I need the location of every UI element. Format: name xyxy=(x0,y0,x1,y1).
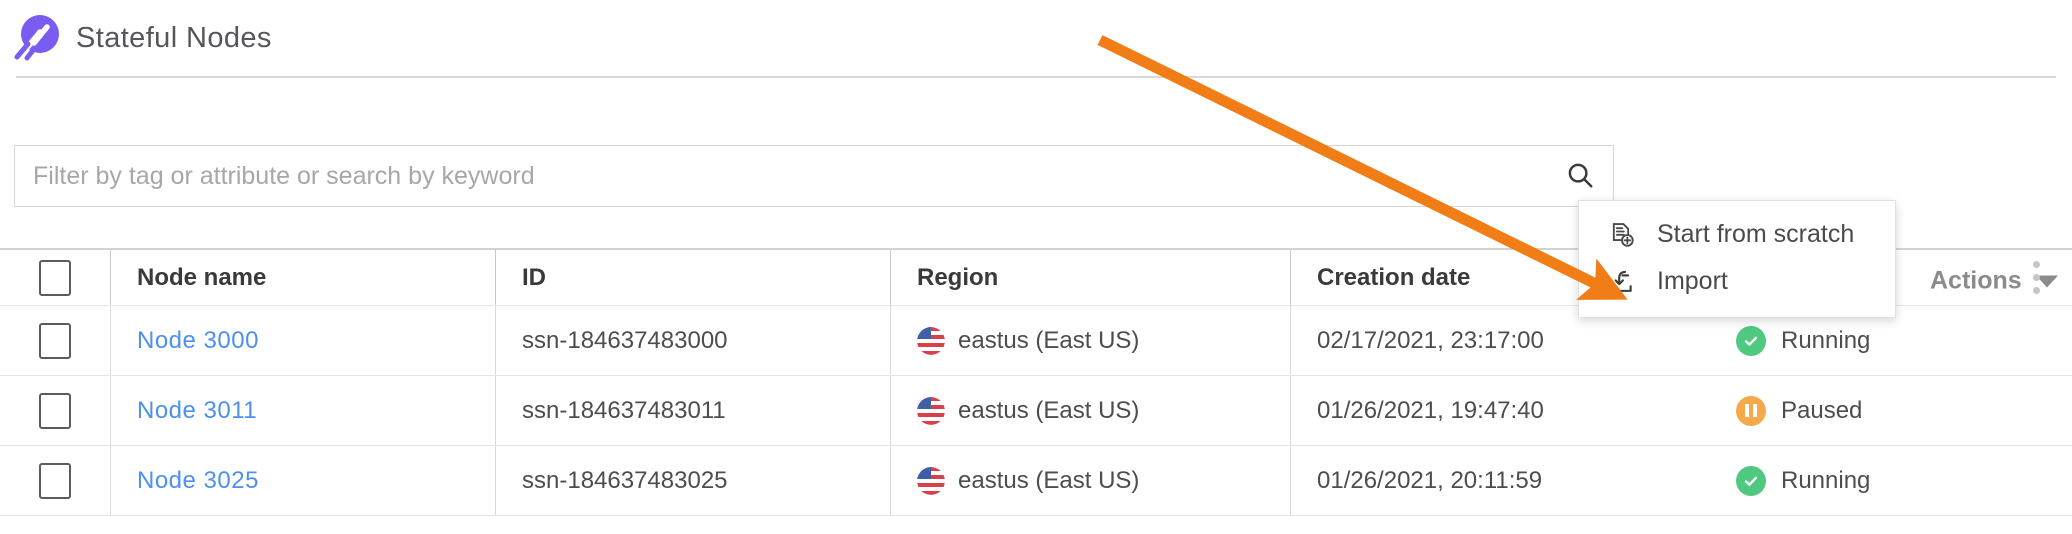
us-flag-icon xyxy=(917,396,945,425)
cell-status: Paused xyxy=(1710,376,2000,445)
node-name-link[interactable]: Node 3000 xyxy=(137,326,259,354)
cell-creation-date: 02/17/2021, 23:17:00 xyxy=(1290,306,1710,375)
select-all-checkbox[interactable] xyxy=(39,259,71,296)
row-options-cell xyxy=(2000,306,2072,375)
region-label: eastus (East US) xyxy=(958,466,1140,494)
us-flag-icon xyxy=(917,466,945,495)
status-badge: Running xyxy=(1781,466,1871,494)
actions-label: Actions xyxy=(1930,266,2022,295)
cell-region: eastus (East US) xyxy=(890,446,1290,515)
cell-node-name: Node 3000 xyxy=(110,306,495,375)
region-label: eastus (East US) xyxy=(958,326,1140,354)
region-label: eastus (East US) xyxy=(958,396,1140,424)
row-options-cell xyxy=(2000,376,2072,445)
cell-status: Running xyxy=(1710,446,2000,515)
cell-node-name: Node 3011 xyxy=(110,376,495,445)
node-name-link[interactable]: Node 3011 xyxy=(137,396,258,424)
node-name-link[interactable]: Node 3025 xyxy=(137,466,259,494)
menu-item-label: Import xyxy=(1657,267,1728,295)
toolbar: Create Node Actions xyxy=(0,113,2072,295)
cell-node-id: ssn-184637483000 xyxy=(495,306,890,375)
cell-node-name: Node 3025 xyxy=(110,446,495,515)
column-header-id[interactable]: ID xyxy=(495,250,890,305)
status-badge: Running xyxy=(1781,326,1871,354)
table-row[interactable]: Node 3000 ssn-184637483000 xyxy=(0,306,2072,376)
app-header: Stateful Nodes xyxy=(0,0,2072,76)
table-row[interactable]: Node 3025 ssn-184637483025 xyxy=(0,446,2072,516)
actions-button[interactable]: Actions xyxy=(1930,267,2058,296)
cell-creation-date: 01/26/2021, 19:47:40 xyxy=(1290,376,1710,445)
search-button[interactable] xyxy=(1547,146,1613,206)
document-add-icon xyxy=(1607,220,1637,250)
cell-creation-date: 01/26/2021, 20:11:59 xyxy=(1290,446,1710,515)
column-header-node-name[interactable]: Node name xyxy=(110,250,495,305)
column-header-region[interactable]: Region xyxy=(890,250,1290,305)
row-checkbox[interactable] xyxy=(39,392,71,429)
table-options-cell xyxy=(2000,250,2072,305)
chevron-down-icon xyxy=(2035,275,2058,287)
cell-region: eastus (East US) xyxy=(890,376,1290,445)
status-badge: Paused xyxy=(1781,396,1863,424)
cell-status: Running xyxy=(1710,306,2000,375)
table-row[interactable]: Node 3011 ssn-184637483011 xyxy=(0,376,2072,446)
cell-region: eastus (East US) xyxy=(890,306,1290,375)
status-running-icon xyxy=(1736,325,1766,356)
row-options-cell xyxy=(2000,446,2072,515)
page-title: Stateful Nodes xyxy=(76,21,272,54)
row-select-cell xyxy=(0,376,110,445)
status-paused-icon xyxy=(1736,395,1766,426)
import-download-icon xyxy=(1607,267,1637,297)
row-checkbox[interactable] xyxy=(39,462,71,499)
create-node-dropdown-menu: Start from scratch Import xyxy=(1578,200,1896,318)
search-icon xyxy=(1565,160,1595,193)
row-select-cell xyxy=(0,306,110,375)
cell-node-id: ssn-184637483025 xyxy=(495,446,890,515)
menu-item-import[interactable]: Import xyxy=(1579,258,1895,305)
us-flag-icon xyxy=(917,326,945,355)
nodes-table: Node name ID Region Creation date Node 3… xyxy=(0,248,2072,516)
menu-item-start-from-scratch[interactable]: Start from scratch xyxy=(1579,211,1895,258)
select-all-cell xyxy=(0,250,110,305)
spotinst-comet-logo-icon xyxy=(10,12,62,64)
row-checkbox[interactable] xyxy=(39,322,71,359)
header-divider xyxy=(16,76,2056,78)
menu-item-label: Start from scratch xyxy=(1657,220,1855,248)
status-running-icon xyxy=(1736,465,1766,496)
more-vertical-icon[interactable] xyxy=(2032,261,2040,294)
search-input[interactable] xyxy=(15,146,1547,206)
row-select-cell xyxy=(0,446,110,515)
cell-node-id: ssn-184637483011 xyxy=(495,376,890,445)
search-box[interactable] xyxy=(14,145,1614,207)
